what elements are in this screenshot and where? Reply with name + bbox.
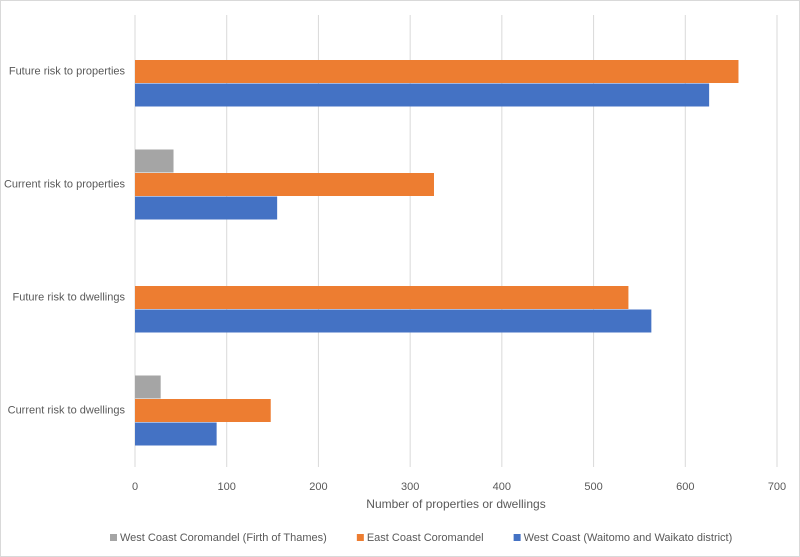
- bar: [135, 422, 217, 446]
- bar: [135, 83, 710, 107]
- bar: [135, 196, 278, 220]
- x-tick-label: 400: [493, 481, 511, 493]
- legend-swatch: [513, 534, 521, 541]
- x-tick-label: 100: [218, 481, 236, 493]
- y-tick-label: Future risk to dwellings: [13, 291, 126, 303]
- y-tick-label: Current risk to dwellings: [8, 404, 126, 416]
- bar: [135, 149, 174, 173]
- legend-swatch: [110, 534, 117, 541]
- legend-label: East Coast Coromandel: [367, 532, 484, 544]
- bar: [135, 286, 629, 309]
- y-tick-label: Current risk to properties: [4, 178, 126, 190]
- y-tick-label: Future risk to properties: [9, 65, 126, 77]
- bar: [135, 173, 434, 196]
- x-tick-label: 300: [401, 481, 419, 493]
- x-tick-label: 500: [584, 481, 602, 493]
- bar: [135, 309, 652, 333]
- legend-label: West Coast (Waitomo and Waikato district…: [524, 532, 733, 544]
- x-tick-label: 700: [768, 481, 786, 493]
- x-tick-label: 200: [309, 481, 327, 493]
- bar: [135, 375, 161, 399]
- bar: [135, 60, 739, 83]
- legend-swatch: [356, 534, 364, 541]
- x-tick-label: 600: [676, 481, 694, 493]
- bar: [135, 399, 271, 422]
- legend-label: West Coast Coromandel (Firth of Thames): [120, 532, 327, 544]
- x-axis-title: Number of properties or dwellings: [366, 497, 545, 511]
- x-tick-label: 0: [132, 481, 138, 493]
